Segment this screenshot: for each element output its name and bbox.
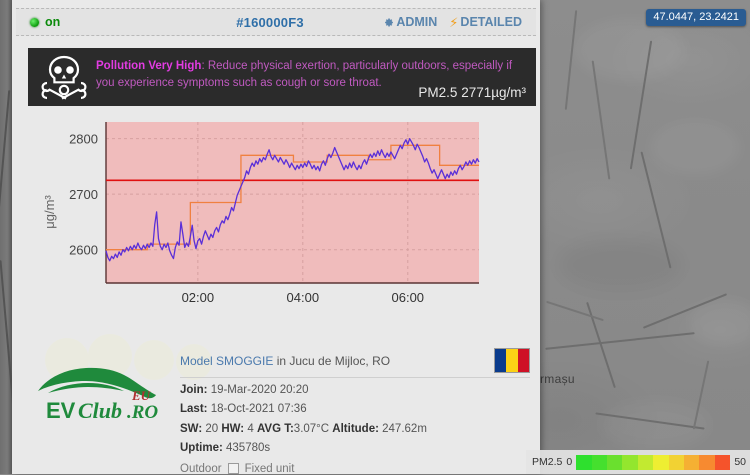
last-value: 18-Oct-2021 07:36 [210, 403, 307, 416]
legend-swatch-2 [607, 454, 623, 470]
altitude-value: 247.62m [382, 422, 427, 435]
skull-and-crossbones-icon [36, 52, 92, 102]
legend-swatch-9 [714, 454, 731, 470]
device-info-block: Model SMOGGIE in Jucu de Mijloc, RO Join… [180, 348, 530, 475]
model-link[interactable]: Model SMOGGIE [180, 353, 274, 368]
map-coordinates-badge: 47.0447, 23.2421 [646, 9, 746, 26]
gear-icon [383, 17, 394, 28]
hw-value: 4 [247, 422, 254, 435]
detailed-button[interactable]: ⚡ DETAILED [449, 15, 522, 29]
uptime-label: Uptime: [180, 442, 223, 455]
map-road [0, 90, 11, 210]
header-actions: ADMIN ⚡ DETAILED [360, 15, 536, 29]
legend-swatch-7 [684, 454, 700, 470]
y-tick-label-0: 2600 [69, 243, 98, 258]
legend-swatch-1 [591, 454, 608, 470]
alert-body: : Reduce physical exertion, particularly… [96, 60, 513, 89]
sw-label: SW: [180, 422, 203, 435]
lightning-bolt-icon: ⚡ [449, 14, 459, 30]
status-indicator-dot [30, 17, 39, 27]
device-id: #160000F3 [236, 14, 304, 30]
y-tick-label-2: 2800 [69, 132, 98, 147]
alert-reading: PM2.5 2771µg/m³ [418, 85, 526, 100]
x-tick-label-0: 02:00 [182, 290, 215, 305]
map-road [564, 10, 578, 110]
join-label: Join: [180, 384, 208, 396]
fixed-unit-checkbox[interactable] [227, 463, 239, 474]
uptime-value: 435780s [226, 442, 271, 455]
join-value: 19-Mar-2020 20:20 [210, 384, 309, 396]
device-status: on [16, 15, 180, 29]
map-road [546, 300, 604, 322]
chart-plot-area [106, 122, 479, 283]
svg-text:.RO: .RO [127, 402, 158, 423]
alert-text-wrap: Pollution Very High: Reduce physical exe… [92, 48, 536, 106]
legend-min: 0 [566, 456, 573, 468]
legend-color-scale [576, 454, 731, 470]
legend-swatch-0 [576, 454, 592, 470]
pm25-chart[interactable]: 2600 2700 2800 02:00 04:00 06:00 μg/m³ [28, 112, 528, 312]
admin-label: ADMIN [396, 15, 438, 29]
map-road [545, 332, 695, 350]
terrain-shade [575, 20, 685, 80]
last-label: Last: [180, 403, 208, 416]
y-axis-title: μg/m³ [42, 195, 57, 229]
pollution-alert-bar: Pollution Very High: Reduce physical exe… [28, 48, 536, 106]
x-tick-label-1: 04:00 [287, 290, 320, 305]
sw-value: 20 [205, 422, 219, 435]
avg-t-label: AVG T: [256, 422, 294, 435]
pm25-legend: PM2.5 0 50 [526, 450, 750, 474]
legend-max: 50 [734, 456, 746, 468]
terrain-shade [650, 120, 740, 175]
outdoor-label: Outdoor [180, 462, 222, 475]
legend-swatch-8 [699, 454, 715, 470]
romania-flag-icon [494, 348, 530, 373]
info-row-uptime: Uptime: 435780s [180, 441, 530, 455]
legend-swatch-5 [653, 454, 669, 470]
avg-t-value: 3.07°C [293, 422, 330, 435]
legend-swatch-4 [637, 454, 654, 470]
evclub-logo[interactable]: EV Club .RO EU [30, 355, 180, 425]
device-panel: on #160000F3 ADMIN ⚡ DETAILED [12, 0, 540, 475]
status-label: on [45, 15, 61, 29]
detailed-label: DETAILED [460, 15, 522, 29]
legend-swatch-3 [622, 454, 638, 470]
alert-title: Pollution Very High [96, 60, 202, 72]
alert-message: Pollution Very High: Reduce physical exe… [96, 58, 532, 91]
map-left-strip [0, 0, 15, 474]
svg-text:EU: EU [131, 388, 151, 403]
chart-series-instant [105, 138, 480, 262]
info-row-last: Last: 18-Oct-2021 07:36 [180, 402, 530, 416]
info-row-specs: SW: 20 HW: 4 AVG T:3.07°C Altitude: 247.… [180, 422, 530, 436]
chart-series-hourly-average [106, 144, 479, 251]
info-row-join: Join: 19-Mar-2020 20:20 [180, 383, 530, 397]
fixed-unit-label: Fixed unit [244, 462, 295, 475]
svg-text:EV: EV [46, 398, 76, 423]
model-location: in Jucu de Mijloc, RO [273, 353, 391, 368]
info-row-outdoor: Outdoor Fixed unit [180, 463, 530, 475]
hw-label: HW: [221, 422, 245, 435]
legend-title: PM2.5 [532, 456, 563, 468]
y-tick-label-1: 2700 [69, 187, 98, 202]
svg-text:Club: Club [78, 398, 122, 423]
panel-header: on #160000F3 ADMIN ⚡ DETAILED [16, 8, 536, 36]
legend-swatch-6 [668, 454, 685, 470]
map-road [591, 60, 611, 180]
terrain-shade [690, 300, 750, 345]
terrain-shade [560, 240, 680, 290]
admin-button[interactable]: ADMIN [383, 15, 437, 29]
model-line: Model SMOGGIE in Jucu de Mijloc, RO [180, 354, 390, 368]
altitude-label: Altitude: [332, 422, 379, 435]
x-tick-label-2: 06:00 [392, 290, 425, 305]
map-village-label: rmașu [540, 372, 575, 386]
model-row: Model SMOGGIE in Jucu de Mijloc, RO [180, 348, 530, 378]
